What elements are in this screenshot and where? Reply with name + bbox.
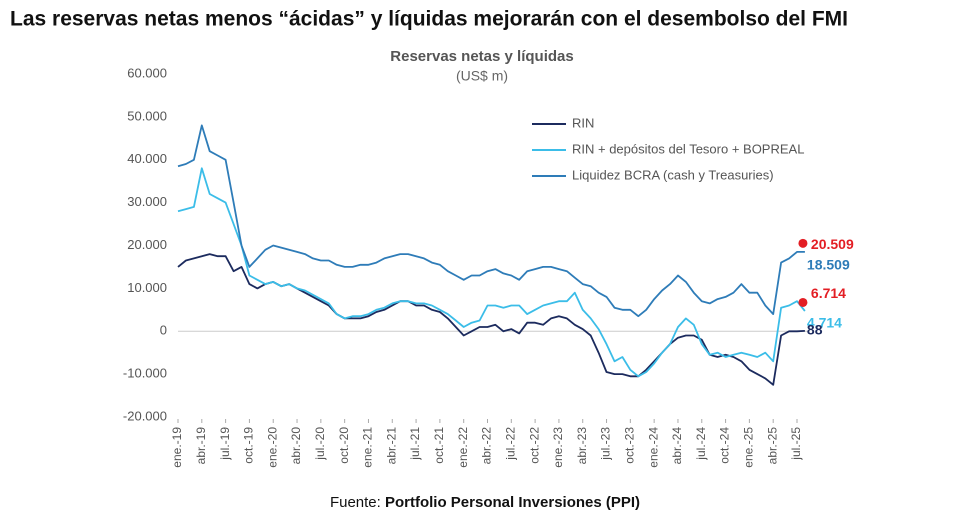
y-tick-label: 50.000 xyxy=(127,108,167,123)
source-prefix: Fuente: xyxy=(330,494,385,511)
x-tick-label: oct.-21 xyxy=(432,427,446,464)
annotation-dot xyxy=(798,238,808,248)
x-tick-label: oct.-20 xyxy=(337,427,351,464)
x-tick-label: ene.-20 xyxy=(265,427,279,468)
legend-label: RIN xyxy=(572,115,594,130)
y-tick-label: -10.000 xyxy=(123,366,167,381)
series-line xyxy=(177,167,806,378)
y-tick-label: 60.000 xyxy=(127,65,167,80)
unit-label: (US$ m) xyxy=(456,68,508,84)
legend-label: RIN + depósitos del Tesoro + BOPREAL xyxy=(572,141,804,156)
annotation-label: 20.509 xyxy=(811,236,854,252)
source-name: Portfolio Personal Inversiones (PPI) xyxy=(385,494,640,511)
x-tick-label: abr.-21 xyxy=(384,427,398,465)
x-tick-label: abr.-24 xyxy=(670,427,684,465)
y-tick-label: -20.000 xyxy=(123,408,167,423)
x-tick-label: ene.-21 xyxy=(361,427,375,468)
legend-label: Liquidez BCRA (cash y Treasuries) xyxy=(572,167,774,182)
x-tick-label: oct.-19 xyxy=(242,427,256,464)
annotation-label: 18.509 xyxy=(807,257,850,273)
x-tick-label: jul.-19 xyxy=(218,427,232,461)
x-tick-label: jul.-22 xyxy=(503,427,517,461)
x-tick-label: abr.-19 xyxy=(194,427,208,465)
x-tick-label: oct.-22 xyxy=(527,427,541,464)
x-tick-label: abr.-22 xyxy=(480,427,494,465)
x-tick-label: ene.-24 xyxy=(646,427,660,468)
x-tick-label: jul.-20 xyxy=(313,427,327,461)
x-tick-label: oct.-24 xyxy=(718,427,732,464)
x-tick-label: ene.-19 xyxy=(170,427,184,468)
annotation-label: 88 xyxy=(807,322,823,338)
x-tick-label: oct.-23 xyxy=(623,427,637,464)
y-tick-label: 10.000 xyxy=(127,280,167,295)
chart-subtitle: Reservas netas y líquidas xyxy=(390,48,573,65)
x-tick-label: jul.-21 xyxy=(408,427,422,461)
x-tick-label: jul.-24 xyxy=(694,427,708,461)
y-tick-label: 20.000 xyxy=(127,237,167,252)
series-line xyxy=(177,253,805,386)
x-tick-label: ene.-25 xyxy=(742,427,756,468)
y-tick-label: 30.000 xyxy=(127,194,167,209)
x-tick-label: ene.-23 xyxy=(551,427,565,468)
x-tick-label: jul.-23 xyxy=(599,427,613,461)
y-tick-label: 0 xyxy=(160,323,167,338)
series-line xyxy=(177,124,805,318)
annotation-dot xyxy=(798,297,808,307)
x-tick-label: ene.-22 xyxy=(456,427,470,468)
y-tick-label: 40.000 xyxy=(127,151,167,166)
source: Fuente: Portfolio Personal Inversiones (… xyxy=(330,494,640,511)
x-tick-label: abr.-20 xyxy=(289,427,303,465)
x-tick-label: jul.-25 xyxy=(789,427,803,461)
annotation-label: 4.714 xyxy=(807,315,842,331)
annotation-label: 6.714 xyxy=(811,285,846,301)
x-tick-label: abr.-23 xyxy=(575,427,589,465)
chart-title: Las reservas netas menos “ácidas” y líqu… xyxy=(10,8,848,31)
x-tick-label: abr.-25 xyxy=(765,427,779,465)
